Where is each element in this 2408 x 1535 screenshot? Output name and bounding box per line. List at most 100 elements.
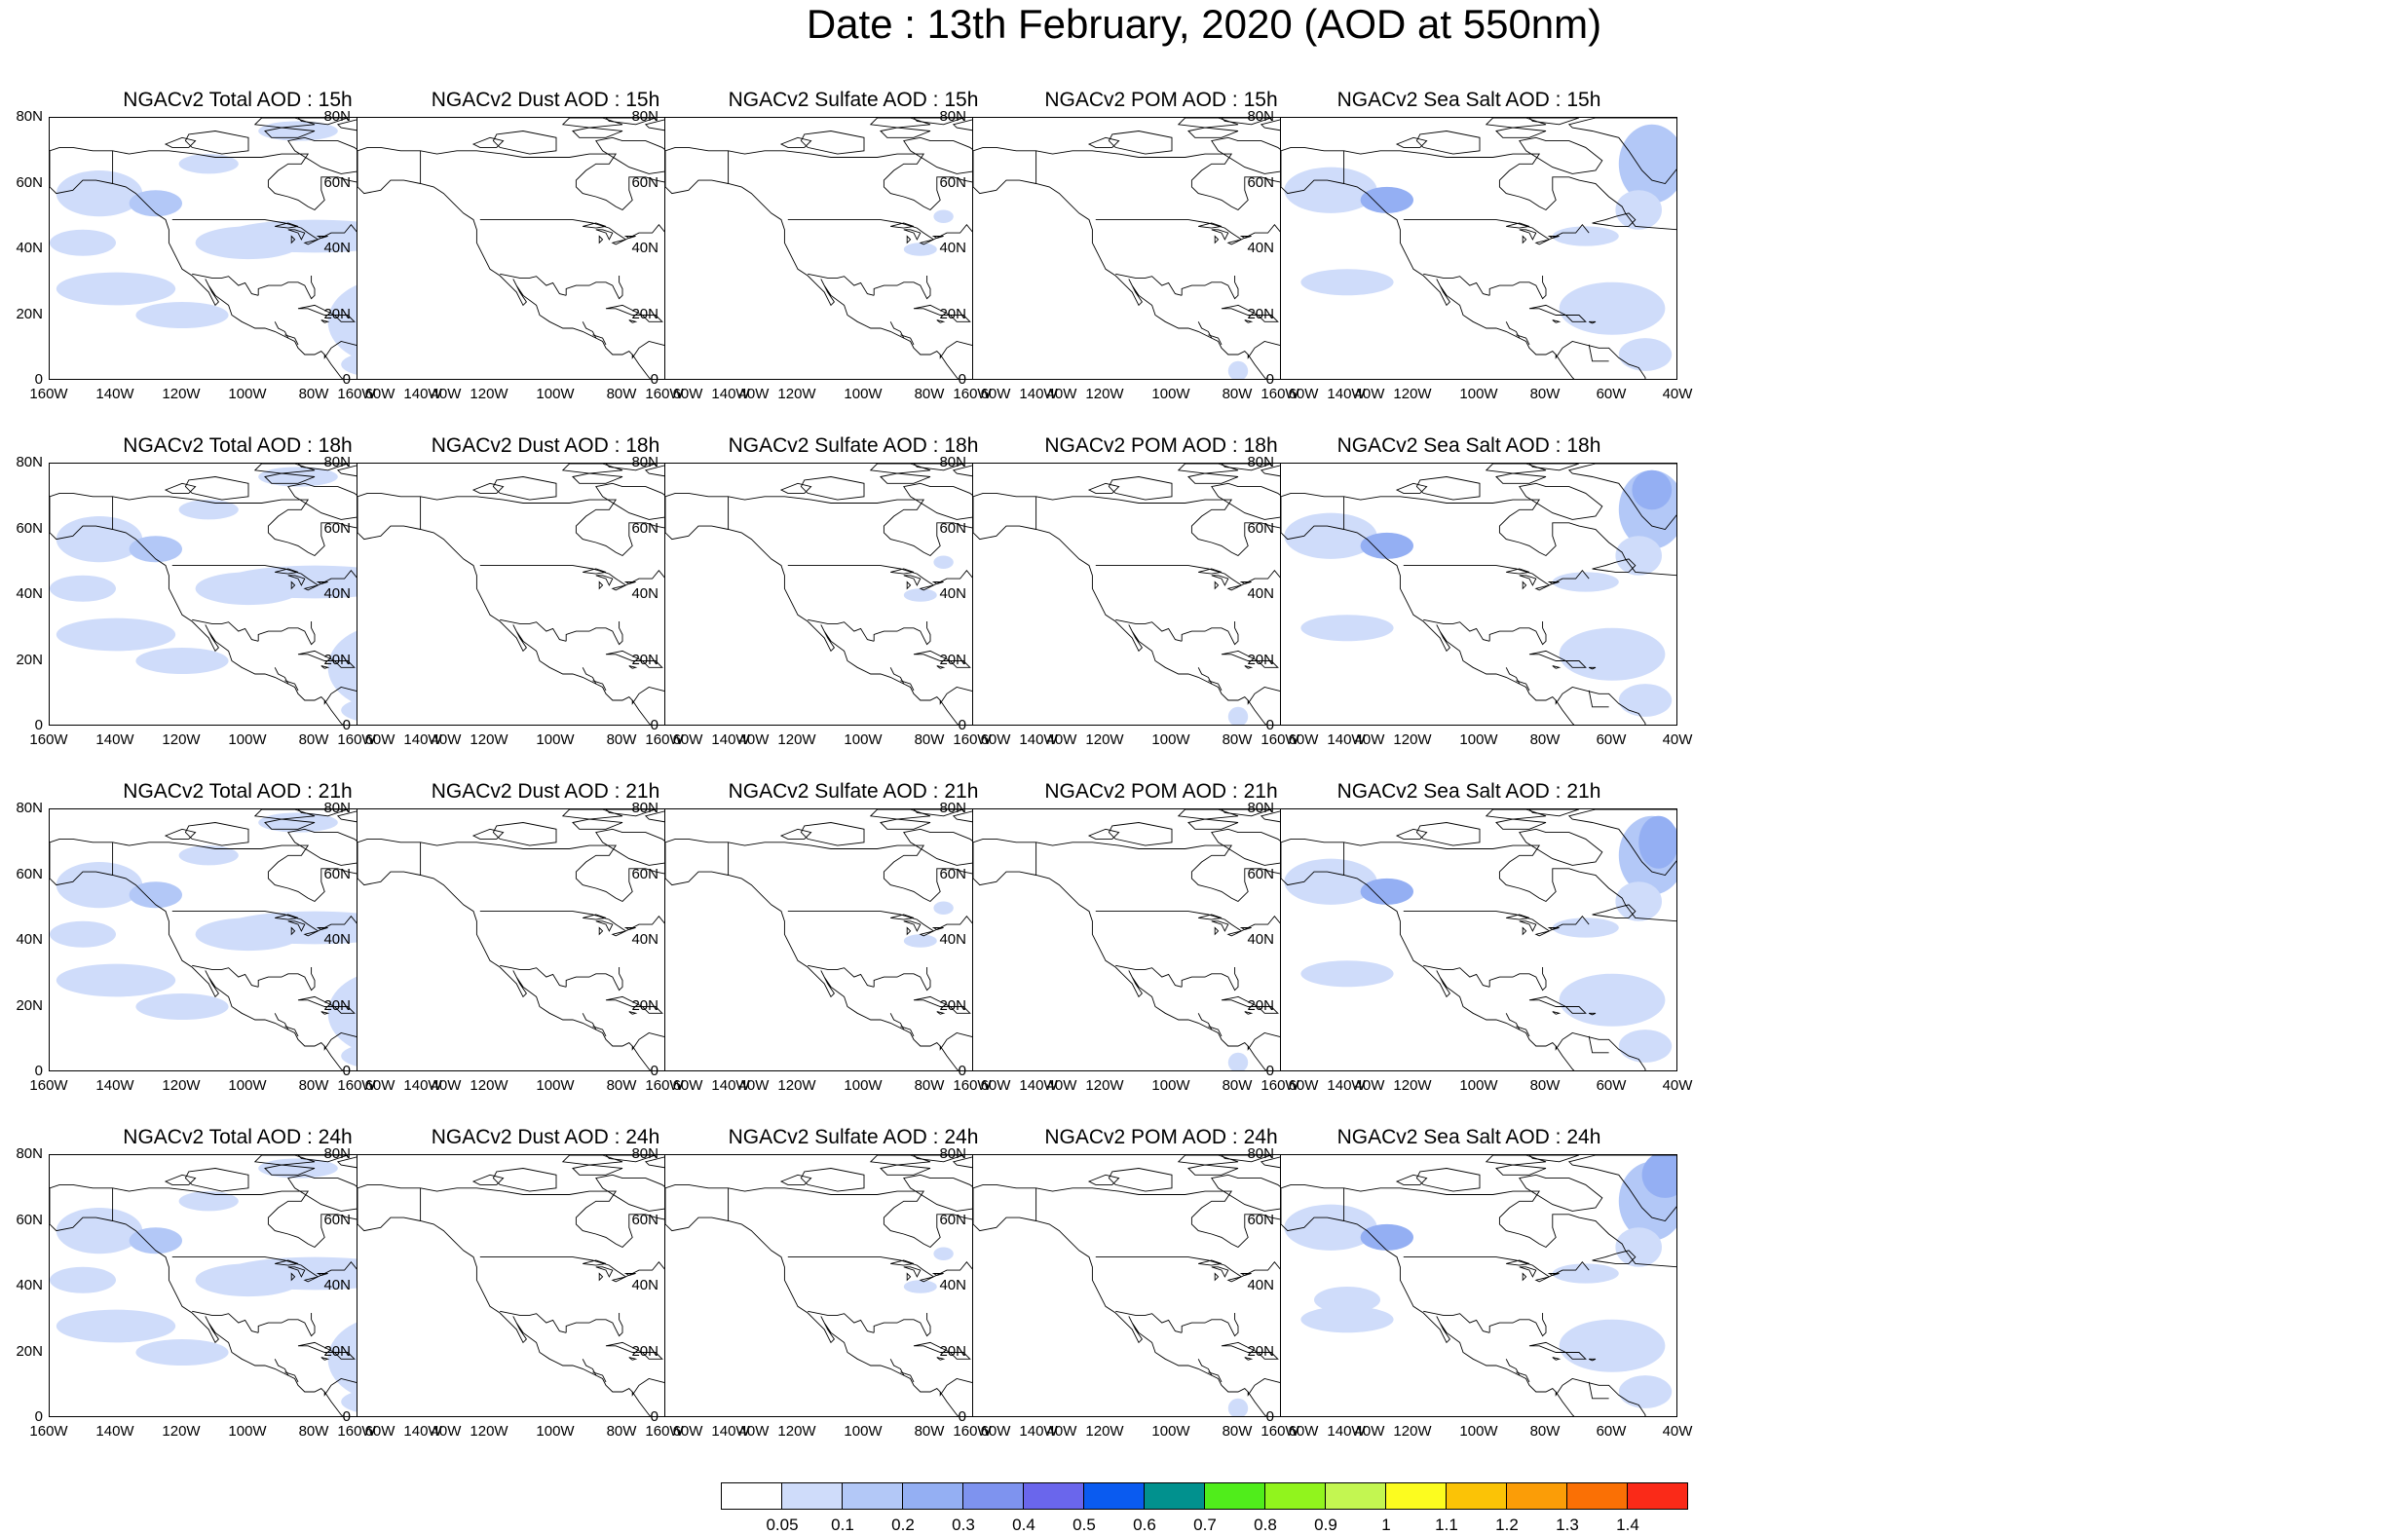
panel-title: NGACv2 Total AOD : 24h bbox=[123, 1126, 353, 1148]
aod-patch bbox=[1615, 1227, 1662, 1267]
lon-tick-label: 40W bbox=[1662, 1077, 1693, 1094]
great-lake bbox=[1226, 239, 1242, 245]
coastline-island bbox=[949, 1006, 971, 1014]
great-lake bbox=[906, 580, 912, 590]
great-lake bbox=[919, 584, 934, 591]
lon-tick-label: 40W bbox=[431, 731, 462, 748]
lat-tick-label: 60N bbox=[939, 173, 966, 191]
political-border bbox=[1588, 1381, 1609, 1400]
political-border bbox=[1115, 964, 1183, 988]
colorbar-swatch bbox=[781, 1482, 843, 1510]
great-lake bbox=[903, 920, 922, 932]
coastline-island bbox=[880, 1164, 931, 1176]
coastline-island bbox=[471, 828, 505, 840]
political-border bbox=[1247, 699, 1267, 725]
aod-patch bbox=[1284, 1204, 1377, 1251]
panel-title: NGACv2 Dust AOD : 24h bbox=[431, 1126, 660, 1148]
lon-tick-label: 160W bbox=[645, 386, 684, 402]
colorbar-label: 1.1 bbox=[1435, 1516, 1458, 1534]
panel-title: NGACv2 Sulfate AOD : 15h bbox=[728, 89, 979, 111]
coastline-island bbox=[1519, 1174, 1603, 1212]
lat-tick-label: 60N bbox=[323, 1211, 351, 1228]
great-lake bbox=[1534, 1276, 1550, 1283]
aod-patch bbox=[903, 588, 937, 602]
coastline-island bbox=[1485, 809, 1547, 820]
lat-tick-label: 40N bbox=[631, 585, 658, 602]
lat-tick-label: 60N bbox=[1247, 1211, 1274, 1228]
lat-tick-label: 80N bbox=[1247, 454, 1274, 470]
great-lake bbox=[1522, 1272, 1527, 1282]
political-border bbox=[582, 667, 597, 685]
lon-tick-label: 80W bbox=[606, 1077, 637, 1094]
aod-patch bbox=[933, 209, 954, 223]
lon-tick-label: 160W bbox=[953, 386, 992, 402]
lon-tick-label: 100W bbox=[1151, 731, 1190, 748]
lat-tick-label: 20N bbox=[16, 1342, 43, 1360]
great-lake bbox=[275, 222, 299, 229]
lon-tick-label: 120W bbox=[470, 386, 508, 402]
political-border bbox=[592, 1371, 607, 1383]
coastline-island bbox=[1244, 319, 1254, 323]
great-lake bbox=[1211, 575, 1229, 586]
coastline-island bbox=[1552, 1357, 1561, 1361]
colorbar-label: 1.3 bbox=[1556, 1516, 1579, 1534]
lon-tick-label: 140W bbox=[403, 731, 442, 748]
coastline bbox=[1281, 1183, 1676, 1416]
political-border bbox=[631, 699, 652, 725]
coastline-island bbox=[641, 660, 663, 668]
lat-tick-label: 20N bbox=[16, 305, 43, 322]
lon-tick-label: 140W bbox=[711, 731, 750, 748]
lon-tick-label: 40W bbox=[1354, 731, 1385, 748]
aod-patch bbox=[1618, 684, 1673, 717]
great-lake bbox=[1519, 920, 1537, 932]
political-border bbox=[284, 334, 299, 346]
coastline-island bbox=[628, 665, 638, 669]
coastline-island bbox=[333, 660, 356, 668]
great-lake bbox=[919, 930, 934, 937]
coastline-island bbox=[605, 1155, 657, 1163]
coastline-gulf bbox=[873, 621, 931, 646]
lon-tick-label: 140W bbox=[1327, 386, 1366, 402]
coastline-island bbox=[1187, 1164, 1239, 1176]
aod-patch bbox=[1618, 1375, 1673, 1408]
political-border bbox=[631, 1045, 652, 1070]
lon-tick-label: 80W bbox=[914, 1423, 945, 1440]
coastline-island bbox=[1552, 319, 1561, 323]
great-lake bbox=[290, 1272, 296, 1282]
great-lake bbox=[1211, 1266, 1229, 1278]
panel-title: NGACv2 POM AOD : 21h bbox=[1044, 780, 1278, 803]
lat-tick-label: 20N bbox=[939, 305, 966, 322]
political-border bbox=[1555, 1045, 1575, 1070]
great-lake bbox=[1214, 580, 1220, 590]
colorbar-label: 0.9 bbox=[1314, 1516, 1337, 1534]
lat-tick-label: 80N bbox=[1247, 800, 1274, 816]
lat-tick-label: 0 bbox=[650, 717, 658, 733]
aod-patch bbox=[1559, 281, 1666, 335]
political-border bbox=[592, 334, 607, 346]
lat-tick-label: 60N bbox=[1247, 519, 1274, 537]
aod-patch bbox=[135, 302, 229, 328]
aod-patch bbox=[1618, 124, 1676, 204]
coastline-island bbox=[1495, 472, 1547, 484]
great-lake bbox=[1547, 1273, 1560, 1276]
lon-tick-label: 80W bbox=[914, 386, 945, 402]
lon-tick-label: 160W bbox=[29, 731, 68, 748]
aod-map bbox=[665, 1155, 1061, 1416]
coastline-island bbox=[320, 1011, 330, 1015]
great-lake bbox=[598, 926, 604, 936]
lat-tick-label: 80N bbox=[16, 454, 43, 470]
lat-tick-label: 60N bbox=[16, 865, 43, 882]
aod-patch bbox=[1360, 878, 1413, 905]
great-lake bbox=[287, 1266, 306, 1278]
political-border bbox=[274, 1013, 289, 1030]
coastline-island bbox=[572, 818, 623, 830]
political-border bbox=[1208, 334, 1223, 346]
aod-patch bbox=[1360, 1223, 1413, 1251]
coastline-gulf bbox=[1181, 967, 1239, 992]
lon-tick-label: 40W bbox=[1046, 1077, 1077, 1094]
aod-patch bbox=[1638, 815, 1676, 869]
lat-tick-label: 80N bbox=[323, 1145, 351, 1162]
lon-tick-label: 40W bbox=[1662, 1423, 1693, 1440]
lon-tick-label: 40W bbox=[1354, 1077, 1385, 1094]
colorbar-swatch bbox=[1204, 1482, 1265, 1510]
